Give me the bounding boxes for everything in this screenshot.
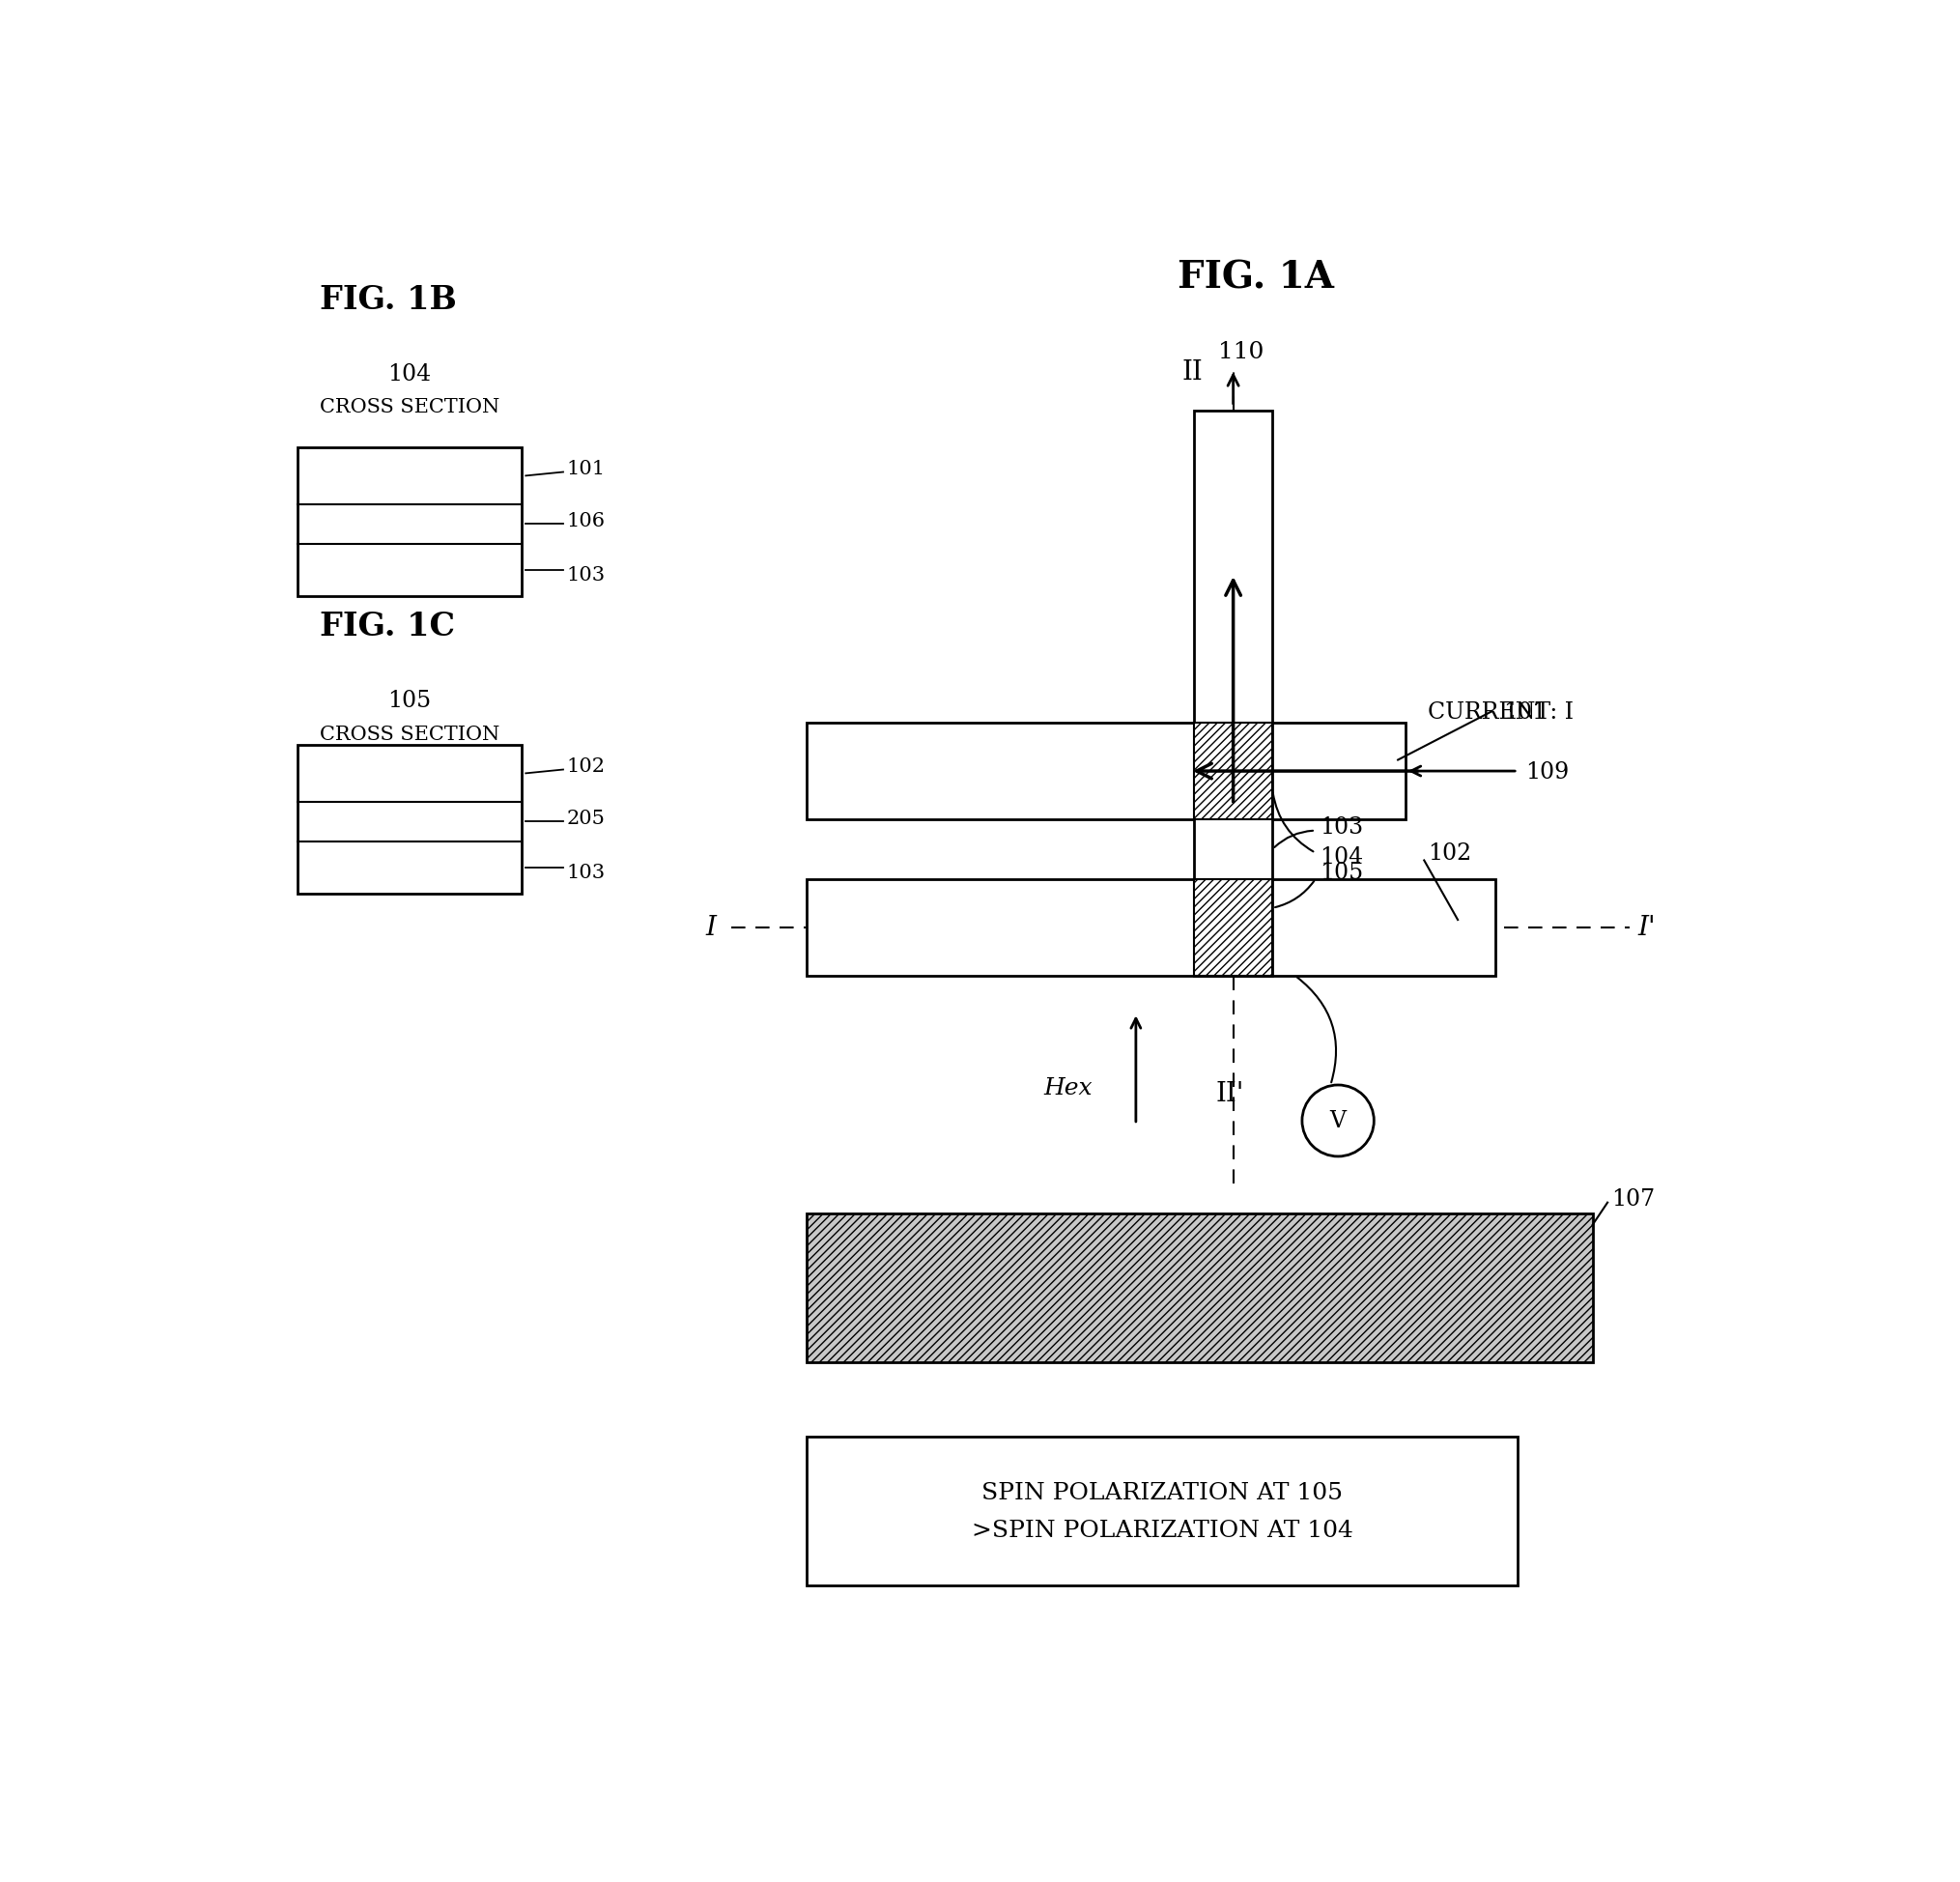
Text: 110: 110 bbox=[1217, 341, 1264, 363]
Text: FIG. 1B: FIG. 1B bbox=[319, 284, 457, 316]
Text: FIG. 1A: FIG. 1A bbox=[1178, 260, 1335, 295]
Bar bbox=[1194, 410, 1272, 977]
Text: Hex: Hex bbox=[1045, 1077, 1094, 1099]
Text: 104: 104 bbox=[388, 363, 431, 386]
Text: FIG. 1C: FIG. 1C bbox=[319, 610, 455, 642]
Text: V: V bbox=[1329, 1110, 1347, 1133]
Text: I': I' bbox=[1637, 915, 1656, 941]
Text: 105: 105 bbox=[388, 691, 431, 711]
Text: II': II' bbox=[1215, 1080, 1245, 1107]
Text: 106: 106 bbox=[566, 512, 606, 531]
Text: CROSS SECTION: CROSS SECTION bbox=[319, 725, 500, 743]
Bar bbox=[1194, 879, 1272, 977]
Text: 101: 101 bbox=[566, 459, 606, 478]
Text: 205: 205 bbox=[566, 809, 606, 828]
Bar bbox=[1194, 723, 1272, 821]
Text: I: I bbox=[706, 915, 717, 941]
Text: 107: 107 bbox=[1611, 1188, 1654, 1210]
Text: II: II bbox=[1182, 359, 1203, 386]
Text: 102: 102 bbox=[1427, 843, 1472, 864]
Bar bbox=[806, 723, 1405, 821]
Text: SPIN POLARIZATION AT 105
>SPIN POLARIZATION AT 104: SPIN POLARIZATION AT 105 >SPIN POLARIZAT… bbox=[972, 1481, 1352, 1541]
Text: 109: 109 bbox=[1525, 760, 1568, 783]
Bar bbox=[298, 745, 521, 894]
Bar bbox=[298, 448, 521, 597]
Bar bbox=[806, 879, 1495, 977]
Text: CROSS SECTION: CROSS SECTION bbox=[319, 399, 500, 416]
Text: 101: 101 bbox=[1503, 700, 1546, 723]
Bar bbox=[806, 1214, 1593, 1363]
Text: 103: 103 bbox=[1319, 817, 1362, 839]
Text: 103: 103 bbox=[566, 565, 606, 583]
Text: 105: 105 bbox=[1319, 860, 1362, 883]
Bar bbox=[806, 1438, 1517, 1587]
Text: CURRENT: I: CURRENT: I bbox=[1427, 700, 1574, 723]
Text: 104: 104 bbox=[1319, 847, 1362, 868]
Text: 102: 102 bbox=[566, 757, 606, 775]
Text: 103: 103 bbox=[566, 862, 606, 881]
